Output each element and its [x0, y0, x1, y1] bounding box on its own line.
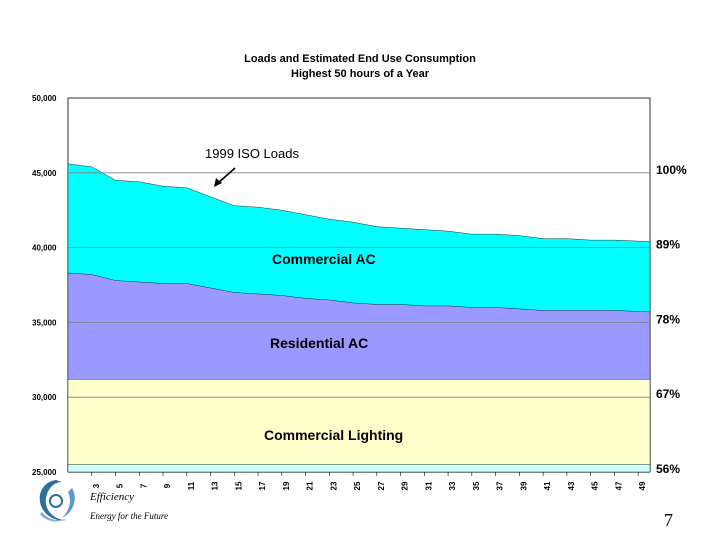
chart-title: Loads and Estimated End Use Consumption	[244, 53, 476, 65]
commercial-lighting-label: Commercial Lighting	[264, 427, 403, 443]
y-tick-label: 40,000	[32, 244, 57, 253]
x-tick-label: 29	[401, 481, 410, 490]
x-tick-label: 23	[329, 481, 338, 490]
x-tick-label: 33	[448, 481, 457, 490]
percent-label: 89%	[656, 238, 680, 252]
x-tick-label: 35	[472, 481, 481, 490]
page-number: 7	[664, 510, 673, 530]
footer-brand: Efficiency	[90, 491, 134, 503]
x-tick-label: 37	[496, 481, 505, 490]
x-tick-label: 21	[306, 481, 315, 490]
y-tick-label: 45,000	[32, 169, 57, 178]
percent-label: 67%	[656, 387, 680, 401]
commercial-ac-label: Commercial AC	[272, 251, 376, 267]
iso-loads-arrowhead	[214, 178, 222, 187]
x-tick-label: 19	[282, 481, 291, 490]
x-tick-label: 9	[163, 483, 172, 488]
y-tick-label: 35,000	[32, 318, 57, 327]
x-tick-label: 47	[614, 481, 623, 490]
x-tick-label: 27	[377, 481, 386, 490]
iso-loads-arrow	[216, 167, 236, 185]
y-tick-label: 25,000	[32, 468, 57, 477]
x-tick-label: 7	[139, 483, 148, 488]
base-band	[67, 464, 651, 473]
footer-tagline: Energy for the Future	[90, 511, 169, 521]
x-tick-label: 13	[211, 481, 220, 490]
percent-label: 100%	[656, 163, 687, 177]
x-tick-label: 45	[591, 481, 600, 490]
chart-subtitle: Highest 50 hours of a Year	[291, 68, 429, 80]
efficiency-logo	[39, 480, 75, 522]
x-tick-label: 49	[638, 481, 647, 490]
x-tick-label: 43	[567, 481, 576, 490]
x-tick-label: 15	[234, 481, 243, 490]
y-tick-label: 30,000	[32, 393, 57, 402]
percent-label: 56%	[656, 462, 680, 476]
percent-label: 78%	[656, 312, 680, 326]
x-tick-label: 41	[543, 481, 552, 490]
x-tick-label: 5	[116, 483, 125, 488]
iso-loads-label: 1999 ISO Loads	[205, 146, 299, 161]
x-tick-label: 25	[353, 481, 362, 490]
x-tick-label: 3	[92, 483, 101, 488]
series-area-commercial-lighting	[67, 379, 651, 473]
x-tick-label: 31	[424, 481, 433, 490]
y-tick-label: 50,000	[32, 94, 57, 103]
x-tick-label: 11	[187, 481, 196, 490]
x-tick-label: 39	[519, 481, 528, 490]
residential-ac-label: Residential AC	[270, 335, 368, 351]
x-tick-label: 17	[258, 481, 267, 490]
